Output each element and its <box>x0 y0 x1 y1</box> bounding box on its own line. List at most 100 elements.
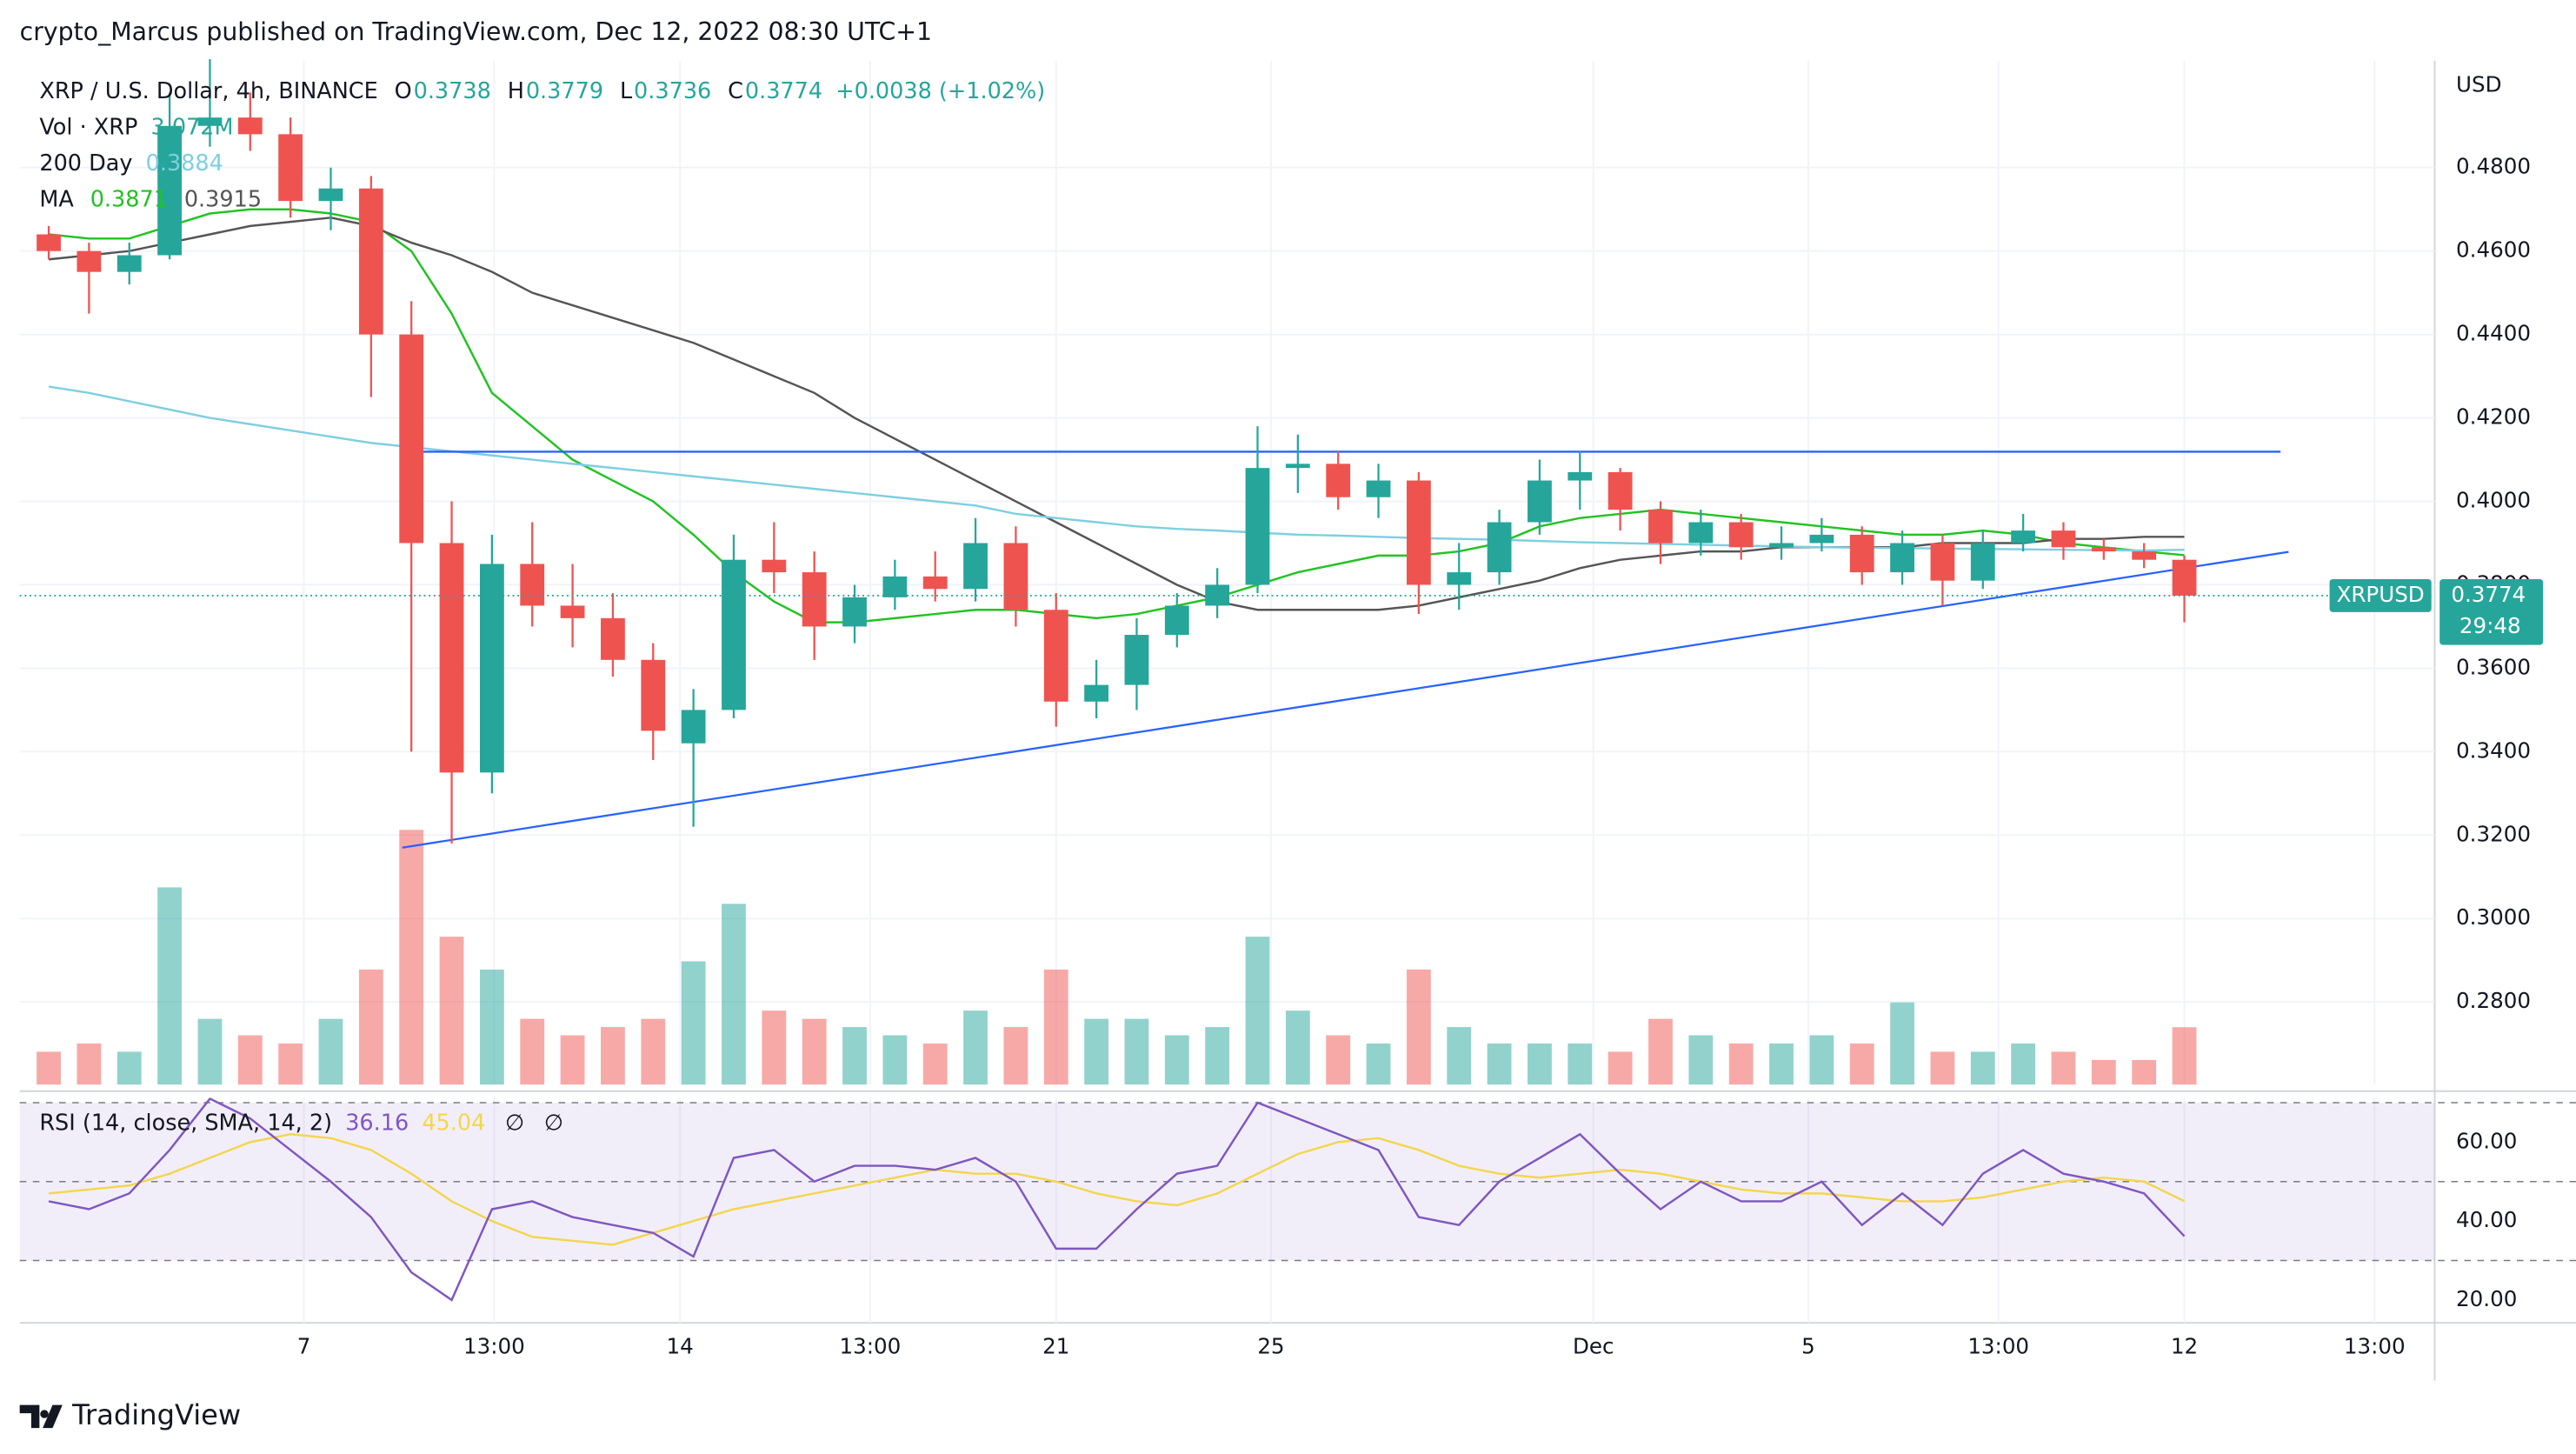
candle-body <box>1688 522 1714 544</box>
legend-item: MA <box>39 187 74 213</box>
candle-body <box>1124 635 1149 685</box>
legend-line: 200 Day 0.3884 <box>39 150 223 177</box>
candle-body <box>1849 534 1874 573</box>
candle-body <box>2051 530 2076 548</box>
x-tick-label: 14 <box>667 1334 694 1359</box>
y-tick-label: 0.2800 <box>2456 988 2531 1013</box>
legend-item: 36.16 <box>345 1111 409 1137</box>
volume-bar <box>1164 1035 1189 1085</box>
candle-body <box>1809 534 1834 544</box>
volume-bar <box>197 1018 223 1085</box>
volume-bar <box>1688 1035 1714 1085</box>
volume-bar <box>2132 1059 2157 1085</box>
volume-bar <box>722 904 746 1085</box>
volume-bar <box>1285 1010 1310 1085</box>
candle-body <box>399 334 424 544</box>
candle-body <box>116 255 142 272</box>
volume-bar <box>116 1051 142 1085</box>
legend-item: XRP / U.S. Dollar, 4h, BINANCE <box>39 78 377 104</box>
symbol-badge-text: XRPUSD <box>2337 582 2425 607</box>
price-badge <box>2440 579 2544 645</box>
x-tick-label: 13:00 <box>1967 1334 2029 1359</box>
y-tick-label: 0.4600 <box>2456 237 2531 263</box>
candle-body <box>197 117 223 126</box>
volume-bar <box>1970 1051 1995 1085</box>
candle-body <box>1326 464 1351 497</box>
y-tick-label: 0.4000 <box>2456 488 2531 513</box>
legend-item: 0.3738 <box>414 78 491 104</box>
volume-bar <box>399 830 424 1085</box>
candle-body <box>157 125 182 256</box>
candle-body <box>1930 543 1955 581</box>
legend-item: 0.3736 <box>634 78 711 104</box>
candle-body <box>882 576 908 597</box>
candle-body <box>1447 572 1472 585</box>
candle-body <box>1043 610 1068 702</box>
candle-body <box>278 134 303 202</box>
candle-body <box>722 559 746 710</box>
volume-bar <box>1890 1002 1914 1085</box>
y-tick-label: 0.4400 <box>2456 321 2531 346</box>
candle-body <box>2172 559 2197 596</box>
rsi-tick-label: 20.00 <box>2456 1286 2517 1311</box>
volume-bar <box>601 1027 625 1085</box>
volume-bar <box>2172 1027 2197 1085</box>
countdown-text: 29:48 <box>2460 613 2521 638</box>
candle-body <box>1205 584 1230 606</box>
x-tick-label: 13:00 <box>840 1334 902 1359</box>
published-line: crypto_Marcus published on TradingView.c… <box>20 17 932 46</box>
candle-body <box>641 659 666 731</box>
y-tick-label: 0.3000 <box>2456 904 2531 930</box>
volume-bar <box>2091 1059 2116 1085</box>
legend-line: Vol · XRP 3.072M <box>39 114 233 140</box>
y-tick-label: 0.4800 <box>2456 154 2531 179</box>
volume-bar <box>963 1010 988 1085</box>
legend-item: 3.072M <box>151 114 234 140</box>
legend-item: C <box>728 78 743 104</box>
x-tick-label: 7 <box>297 1334 311 1359</box>
x-tick-label: 21 <box>1042 1334 1069 1359</box>
candle-body <box>520 564 545 606</box>
candle-body <box>1769 543 1794 548</box>
rsi-tick-label: 60.00 <box>2456 1128 2517 1153</box>
candle-body <box>237 117 263 135</box>
legend-item: H <box>508 78 524 104</box>
candle-body <box>1970 543 1995 581</box>
volume-bar <box>1809 1035 1834 1085</box>
candle-body <box>1608 471 1633 510</box>
candle-body <box>1366 480 1391 497</box>
x-tick-label: 13:00 <box>2344 1334 2406 1359</box>
x-tick-label: 12 <box>2171 1334 2198 1359</box>
volume-bar <box>2051 1051 2076 1085</box>
rsi-legend: RSI (14, close, SMA, 14, 2) 36.16 45.04 ∅ ∅ <box>39 1111 563 1137</box>
candle-body <box>601 617 625 660</box>
volume-bar <box>560 1035 585 1085</box>
volume-bar <box>882 1035 908 1085</box>
candle-body <box>1568 471 1593 481</box>
candle-body <box>842 597 867 627</box>
symbol-badge <box>2329 579 2432 612</box>
x-tick-label: 13:00 <box>463 1334 525 1359</box>
volume-bar <box>1487 1043 1512 1085</box>
volume-bar <box>520 1018 545 1085</box>
candle-body <box>439 543 464 773</box>
legend-item: 0.3774 <box>745 78 822 104</box>
volume-bar <box>1528 1043 1552 1085</box>
moving-average <box>48 208 2185 624</box>
volume-bar <box>681 961 706 1085</box>
volume-bar <box>318 1018 343 1085</box>
candle-body <box>37 234 61 251</box>
candle-body <box>1164 605 1189 636</box>
candle-body <box>2011 530 2036 544</box>
legend-item: Vol · XRP <box>39 114 137 140</box>
candle-body <box>2132 551 2157 560</box>
legend-item: O <box>395 78 412 104</box>
volume-bar <box>1245 937 1270 1085</box>
legend-line: XRP / U.S. Dollar, 4h, BINANCE O 0.3738 H 0.… <box>39 78 1045 104</box>
x-tick-label: Dec <box>1573 1334 1614 1359</box>
rsi-sma-line <box>48 1133 2186 1246</box>
volume-bar <box>1124 1018 1149 1085</box>
candle-body <box>1245 468 1270 585</box>
volume-bar <box>1043 969 1068 1085</box>
y-tick-label: 0.3200 <box>2456 821 2531 846</box>
